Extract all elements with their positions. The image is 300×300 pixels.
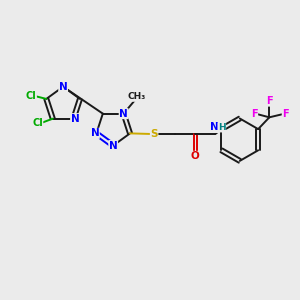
Text: N: N <box>70 114 80 124</box>
Text: F: F <box>251 110 258 119</box>
Text: N: N <box>91 128 99 138</box>
Text: N: N <box>210 122 219 133</box>
Text: F: F <box>266 96 273 106</box>
Text: S: S <box>150 129 158 139</box>
Text: N: N <box>59 82 68 92</box>
Text: N: N <box>109 141 118 151</box>
Text: CH₃: CH₃ <box>128 92 146 101</box>
Text: H: H <box>218 123 226 132</box>
Text: Cl: Cl <box>26 91 36 101</box>
Text: F: F <box>282 110 289 119</box>
Text: Cl: Cl <box>32 118 43 128</box>
Text: O: O <box>191 151 200 161</box>
Text: N: N <box>119 109 128 118</box>
